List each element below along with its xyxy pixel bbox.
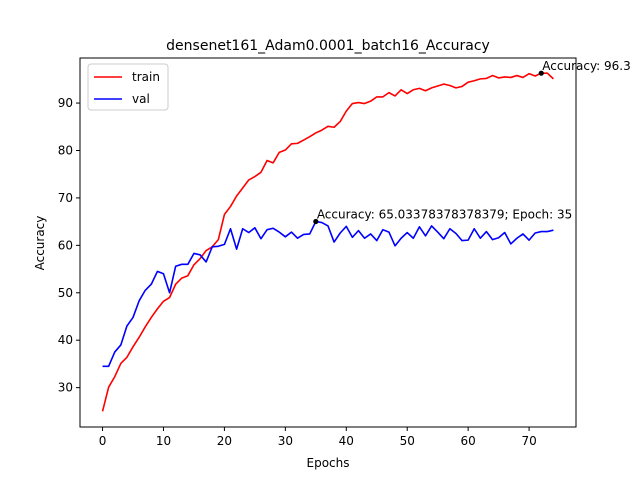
y-tick-label: 40	[58, 333, 73, 347]
x-axis-label: Epochs	[307, 456, 350, 470]
legend-label-val: val	[132, 92, 150, 106]
annotation-marker	[313, 218, 319, 225]
x-tick-label: 20	[217, 434, 232, 448]
series-line-val	[102, 220, 554, 368]
y-tick-label: 80	[58, 143, 73, 157]
x-tick-label: 60	[461, 434, 476, 448]
plot-frame	[79, 57, 577, 428]
annotation-label: Accuracy: 65.03378378378379; Epoch: 35	[317, 207, 572, 221]
y-tick-label: 70	[58, 191, 73, 205]
annotation-label: Accuracy: 96.3	[542, 59, 631, 73]
legend-label-train: train	[132, 70, 160, 84]
y-tick-label: 60	[58, 238, 73, 252]
x-tick-label: 0	[99, 434, 107, 448]
chart-title: densenet161_Adam0.0001_batch16_Accuracy	[166, 38, 490, 54]
series-line-train	[101, 72, 554, 412]
y-tick-label: 50	[58, 286, 73, 300]
plot-area: Accuracy: 96.3 Accuracy: 65.0337837837837…	[58, 57, 631, 448]
x-tick-label: 40	[339, 434, 354, 448]
annotation-marker	[538, 70, 544, 76]
x-tick-label: 10	[156, 434, 171, 448]
x-tick-label: 30	[278, 434, 293, 448]
x-tick-label: 50	[400, 434, 415, 448]
y-axis-label: Accuracy	[33, 216, 47, 271]
y-tick-label: 90	[58, 96, 73, 110]
y-tick-label: 30	[58, 381, 73, 395]
x-tick-label: 70	[521, 434, 536, 448]
